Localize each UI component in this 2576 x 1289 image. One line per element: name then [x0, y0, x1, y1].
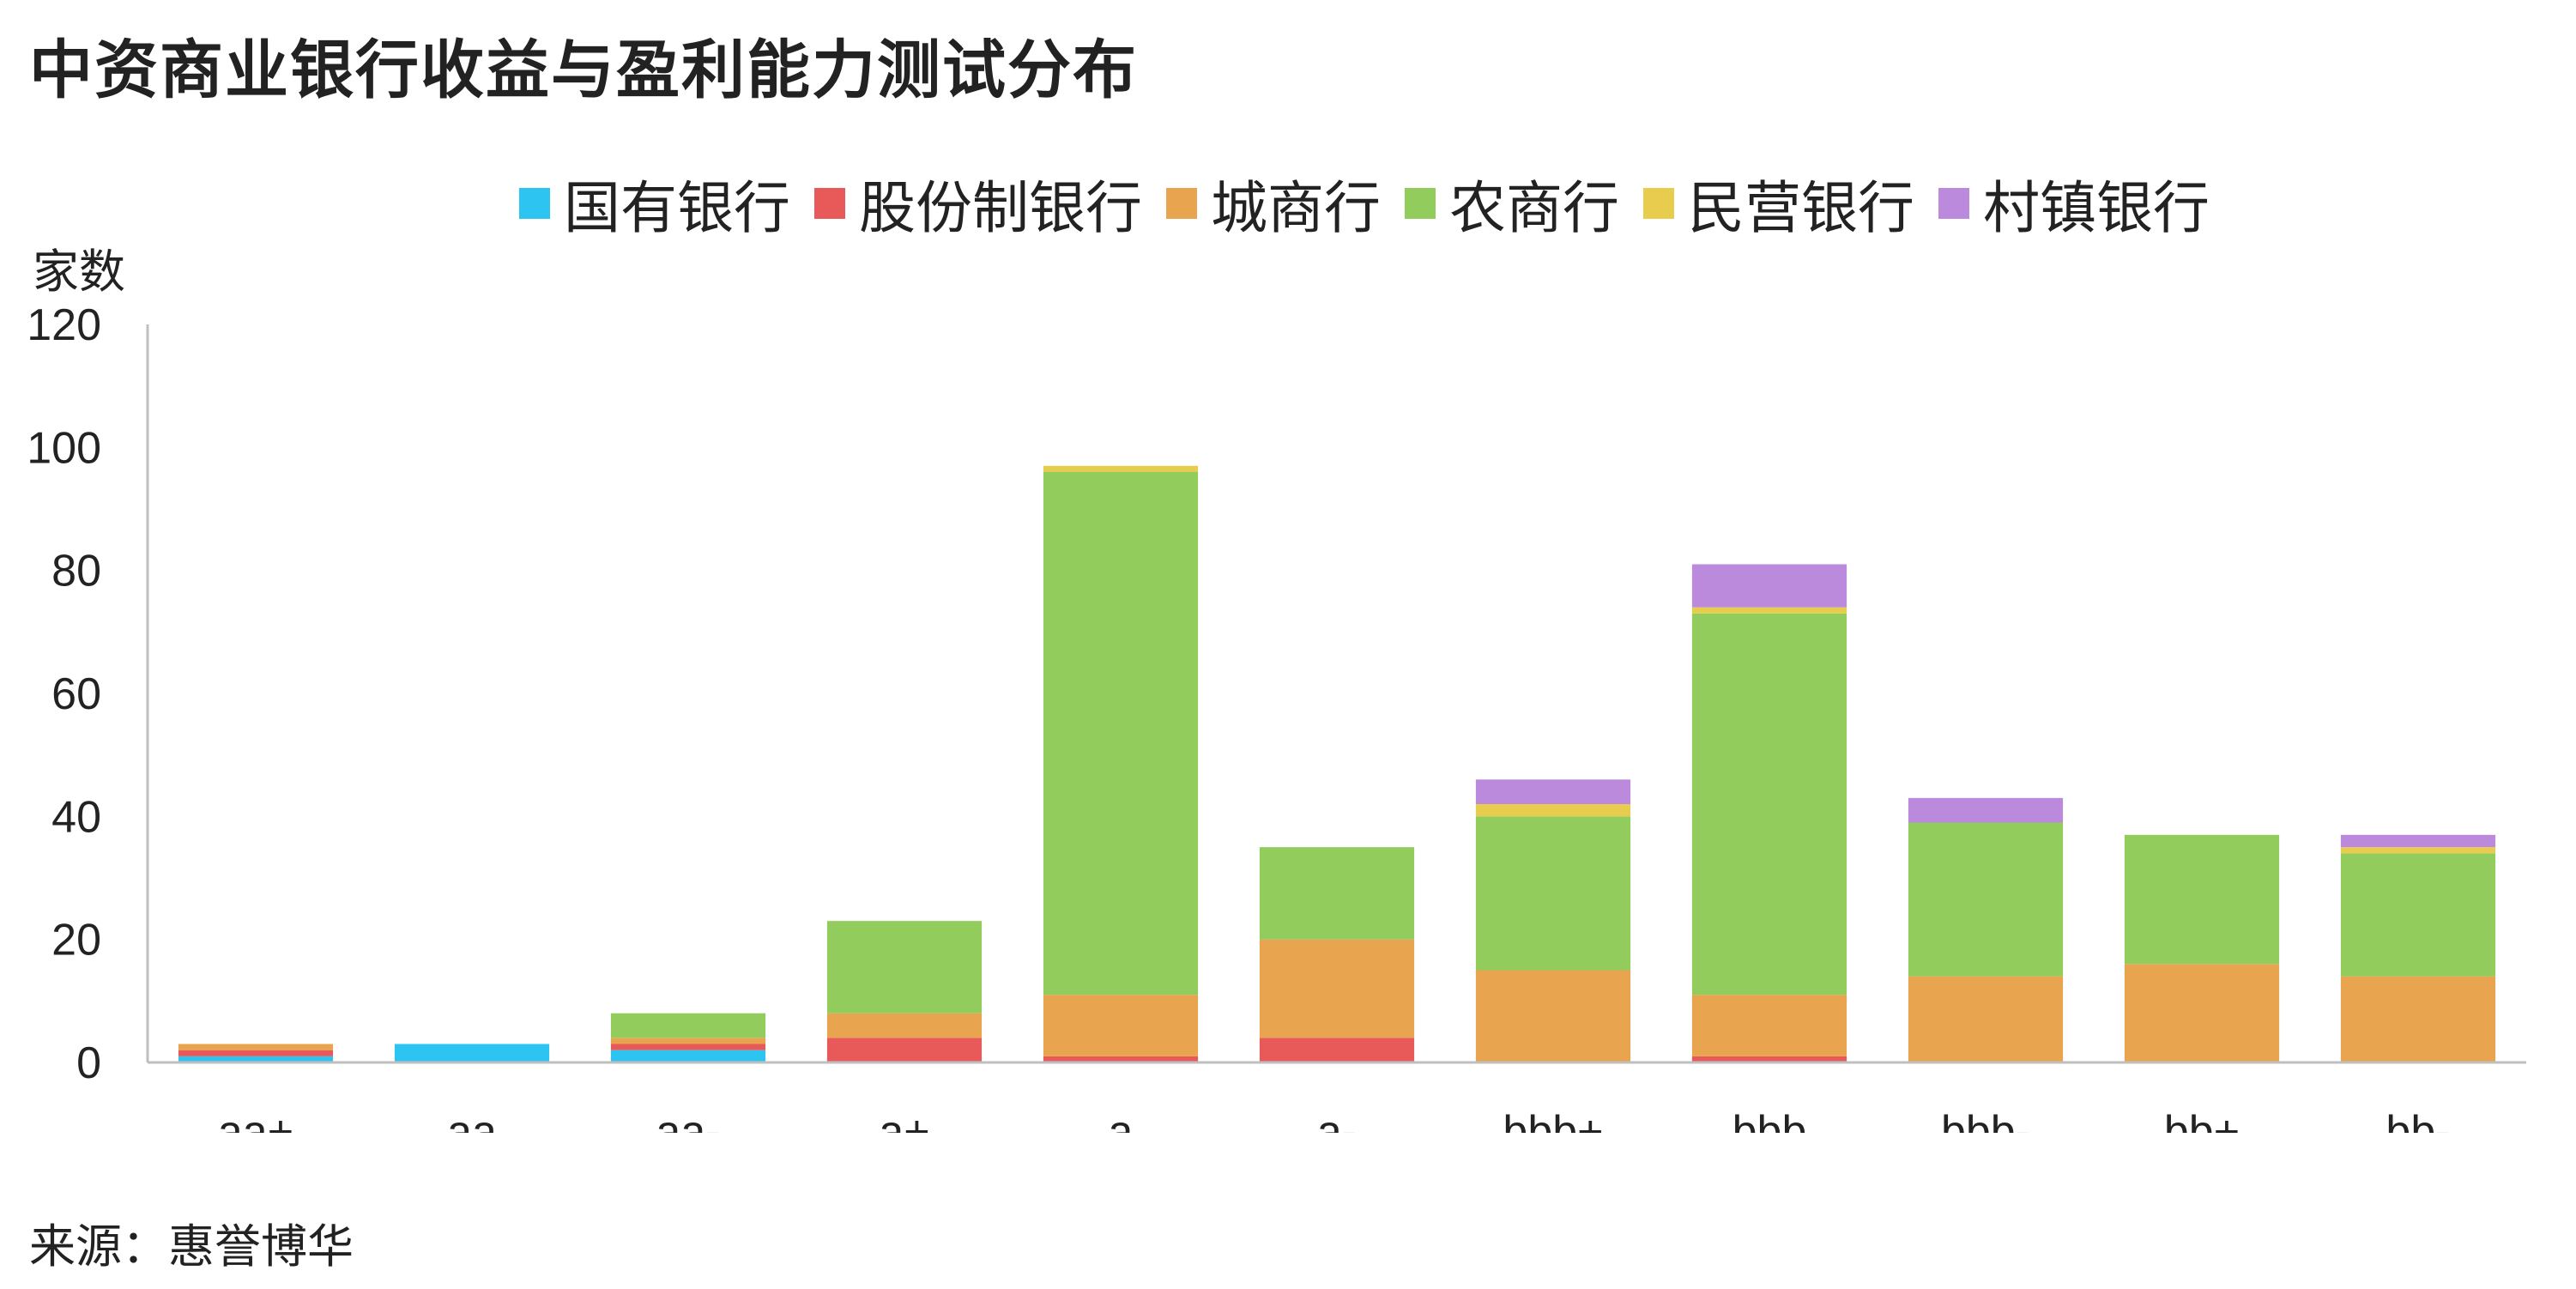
bar-segment — [178, 1056, 334, 1062]
bar-segment — [2340, 847, 2496, 854]
y-tick-label: 80 — [51, 547, 101, 596]
bar-segment — [1691, 995, 1847, 1056]
legend-item: 村镇银行 — [1938, 162, 2210, 245]
y-axis-label: 家数 — [33, 245, 125, 299]
legend-item: 农商行 — [1405, 162, 1619, 245]
bar-segment — [1043, 472, 1199, 995]
legend-label: 民营银行 — [1688, 175, 1914, 241]
bar-segment — [610, 1013, 766, 1038]
bar-segment — [1691, 564, 1847, 608]
x-tick-label: bbb- — [1941, 1107, 2030, 1133]
y-tick-label: 40 — [51, 792, 101, 842]
bar-segment — [1043, 465, 1199, 472]
y-tick-label: 120 — [27, 300, 101, 350]
bar-segment — [2340, 853, 2496, 977]
x-tick-label: aa+ — [218, 1107, 293, 1133]
bar-segment — [394, 1044, 550, 1062]
bar-segment — [1691, 607, 1847, 614]
bar-segment — [1043, 995, 1199, 1056]
legend-item: 国有银行 — [519, 162, 790, 245]
x-tick-label: a+ — [879, 1107, 929, 1133]
legend-swatch — [1166, 188, 1197, 219]
bar-segment — [1691, 1056, 1847, 1062]
legend-item: 股份制银行 — [814, 162, 1142, 245]
bar-segment — [826, 1038, 983, 1062]
bar-segment — [826, 1013, 983, 1038]
bar-segment — [610, 1044, 766, 1050]
bar-segment — [1259, 1038, 1415, 1062]
x-tick-label: bbb+ — [1503, 1107, 1603, 1133]
bar-segment — [178, 1050, 334, 1056]
bar-segment — [178, 1044, 334, 1050]
legend-label: 村镇银行 — [1983, 175, 2210, 241]
y-tick-label: 0 — [76, 1038, 101, 1088]
bar-segment — [2124, 834, 2280, 965]
bar-segment — [2340, 834, 2496, 848]
legend-item: 民营银行 — [1643, 162, 1914, 245]
bar-segment — [1475, 970, 1631, 1062]
legend-swatch — [1643, 188, 1674, 219]
bar-segment — [1475, 804, 1631, 817]
x-tick-label: a- — [1317, 1107, 1357, 1133]
x-tick-label: bb+ — [2164, 1107, 2240, 1133]
bar-segment — [1475, 816, 1631, 971]
legend-item: 城商行 — [1166, 162, 1381, 245]
x-tick-label: a — [1109, 1107, 1134, 1133]
legend-swatch — [1938, 188, 1969, 219]
bar-segment — [1259, 939, 1415, 1038]
x-tick-label: aa- — [656, 1107, 720, 1133]
bar-segment — [610, 1038, 766, 1044]
x-tick-label: bbb — [1732, 1107, 1807, 1133]
bar-segment — [1259, 847, 1415, 940]
bar-segment — [1691, 613, 1847, 995]
bar-segment — [1475, 779, 1631, 804]
chart-legend: 国有银行 股份制银行 城商行 农商行 民营银行 村镇银行 — [519, 168, 2210, 241]
legend-swatch — [1405, 188, 1436, 219]
legend-label: 城商行 — [1211, 175, 1381, 241]
legend-label: 国有银行 — [564, 175, 790, 241]
bar-segment — [610, 1050, 766, 1062]
source-note: 来源：惠誉博华 — [29, 1219, 354, 1274]
x-tick-label: bb- — [2386, 1107, 2450, 1133]
bar-segment — [2124, 964, 2280, 1062]
y-tick-label: 100 — [27, 423, 101, 473]
bar-segment — [2340, 976, 2496, 1062]
legend-label: 股份制银行 — [859, 175, 1142, 241]
legend-swatch — [814, 188, 845, 219]
bar-segment — [1908, 797, 2064, 823]
bar-segment — [1908, 822, 2064, 977]
y-tick-label: 20 — [51, 916, 101, 965]
chart-title: 中资商业银行收益与盈利能力测试分布 — [29, 33, 1138, 107]
bar-segment — [1043, 1056, 1199, 1062]
y-tick-label: 60 — [51, 669, 101, 719]
bar-segment — [826, 921, 983, 1014]
legend-label: 农商行 — [1449, 175, 1619, 241]
bar-segment — [1908, 976, 2064, 1062]
legend-swatch — [519, 188, 550, 219]
x-tick-label: aa — [447, 1107, 497, 1133]
